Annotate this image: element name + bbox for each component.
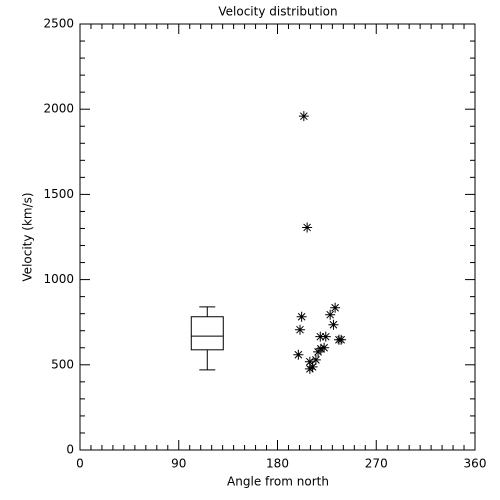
y-tick-label: 1000	[43, 272, 74, 286]
y-axis-label: Velocity (km/s)	[21, 192, 35, 281]
x-tick-label: 360	[464, 457, 487, 471]
x-tick-label: 90	[171, 457, 186, 471]
point	[328, 319, 339, 330]
point	[298, 111, 309, 122]
box	[190, 316, 224, 351]
y-tick-label: 2500	[43, 17, 74, 31]
point	[319, 342, 330, 353]
x-tick-label: 270	[365, 457, 388, 471]
point	[302, 222, 313, 233]
y-tick-label: 2000	[43, 102, 74, 116]
point	[304, 363, 315, 374]
point	[310, 354, 321, 365]
x-tick-label: 0	[76, 457, 84, 471]
point	[294, 324, 305, 335]
point	[315, 331, 326, 342]
point	[315, 343, 326, 354]
point	[293, 349, 304, 360]
y-tick-label: 0	[66, 443, 74, 457]
y-tick-label: 1500	[43, 187, 74, 201]
point	[304, 356, 315, 367]
chart-title: Velocity distribution	[218, 5, 337, 19]
plot-frame	[79, 23, 476, 451]
point	[320, 331, 331, 342]
x-tick-label: 180	[266, 457, 289, 471]
x-axis-label: Angle from north	[227, 475, 329, 489]
point	[325, 309, 336, 320]
point	[336, 334, 347, 345]
point	[330, 302, 341, 313]
point	[296, 311, 307, 322]
y-tick-label: 500	[51, 357, 74, 371]
